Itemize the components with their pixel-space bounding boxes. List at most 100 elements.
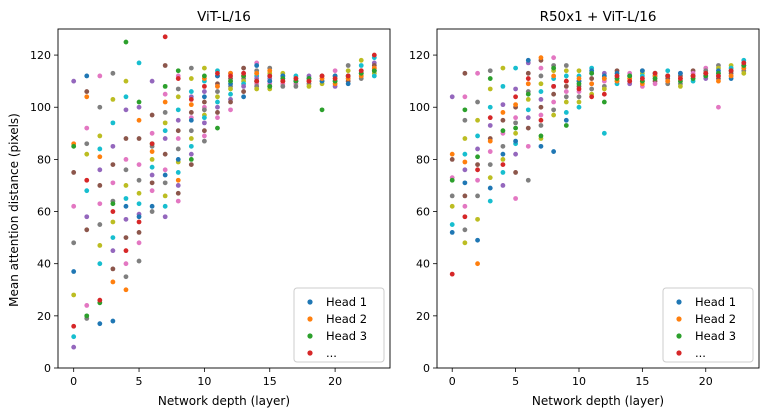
scatter-point-head-2 (475, 261, 480, 267)
scatter-point-other-head (551, 112, 557, 118)
scatter-point-other-head (716, 104, 721, 110)
scatter-point-other-head (162, 120, 168, 126)
scatter-point-other-head (175, 198, 181, 204)
scatter-point-other-head (462, 94, 468, 100)
scatter-point-head-4 (551, 83, 557, 89)
scatter-point-other-head (371, 73, 377, 79)
scatter-point-other-head (188, 65, 194, 71)
scatter-point-head-1 (563, 117, 569, 123)
scatter-point-other-head (110, 143, 116, 149)
scatter-point-other-head (500, 183, 506, 188)
scatter-point-head-3 (71, 143, 77, 149)
scatter-point-head-1 (71, 269, 77, 274)
scatter-point-other-head (84, 214, 90, 220)
scatter-point-other-head (563, 63, 569, 68)
scatter-point-other-head (589, 86, 595, 92)
scatter-point-head-1 (136, 214, 142, 220)
scatter-point-other-head (84, 151, 90, 157)
scatter-point-other-head (462, 136, 468, 141)
left-y-tick-label: 120 (30, 49, 51, 62)
scatter-point-other-head (475, 70, 480, 76)
scatter-point-head-4 (716, 73, 721, 79)
scatter-point-other-head (525, 115, 531, 121)
scatter-point-other-head (475, 99, 480, 105)
scatter-point-other-head (84, 227, 90, 233)
scatter-point-head-3 (576, 81, 582, 87)
scatter-point-other-head (201, 120, 207, 126)
scatter-point-head-1 (500, 151, 506, 157)
scatter-point-head-4 (162, 34, 168, 40)
scatter-point-other-head (741, 70, 747, 76)
scatter-point-other-head (513, 120, 518, 126)
scatter-point-head-3 (462, 107, 468, 113)
scatter-point-other-head (462, 203, 468, 209)
scatter-point-other-head (538, 73, 544, 79)
left-x-tick-label: 20 (328, 375, 342, 388)
scatter-point-head-2 (215, 83, 220, 89)
scatter-point-other-head (475, 117, 480, 123)
left-x-tick-label: 15 (263, 375, 277, 388)
scatter-point-other-head (188, 136, 194, 141)
scatter-point-head-4 (345, 73, 351, 79)
left-x-tick-label: 0 (70, 375, 77, 388)
scatter-point-head-3 (215, 125, 220, 131)
scatter-point-other-head (84, 125, 90, 131)
scatter-point-head-4 (110, 209, 116, 214)
scatter-point-other-head (462, 167, 468, 173)
scatter-point-head-1 (538, 143, 544, 149)
scatter-point-head-3 (589, 70, 595, 76)
scatter-point-other-head (162, 63, 168, 68)
left-axis-ticks: 0 5 10 15 20 0 20 40 60 80 100 120 (30, 49, 342, 388)
right-legend-label: Head 3 (695, 329, 736, 343)
scatter-point-other-head (84, 89, 90, 94)
right-x-tick-label: 10 (572, 375, 586, 388)
scatter-point-head-4 (449, 271, 455, 277)
scatter-point-other-head (110, 248, 116, 254)
scatter-point-head-4 (614, 73, 620, 79)
scatter-point-head-4 (728, 68, 734, 74)
right-legend-marker (676, 333, 682, 339)
scatter-point-other-head (123, 274, 129, 280)
left-y-tick-label: 60 (37, 206, 51, 219)
scatter-point-head-4 (319, 73, 325, 79)
scatter-point-other-head (538, 104, 544, 110)
scatter-point-head-4 (136, 219, 142, 225)
scatter-point-head-3 (228, 78, 233, 84)
scatter-point-other-head (215, 94, 220, 100)
left-legend-label: Head 2 (326, 312, 367, 326)
scatter-point-head-1 (241, 94, 247, 100)
scatter-point-other-head (500, 102, 506, 108)
scatter-point-head-4 (306, 78, 312, 84)
scatter-point-other-head (563, 99, 569, 105)
scatter-point-head-4 (228, 73, 233, 79)
scatter-point-head-3 (551, 65, 557, 71)
scatter-point-other-head (71, 170, 77, 175)
scatter-point-other-head (136, 162, 142, 168)
scatter-point-other-head (201, 138, 207, 144)
scatter-point-other-head (123, 167, 129, 173)
scatter-point-other-head (563, 83, 569, 89)
scatter-point-head-1 (175, 156, 181, 162)
left-plot-frame (57, 28, 391, 369)
scatter-point-other-head (576, 68, 582, 74)
left-legend-box (293, 287, 385, 363)
scatter-point-other-head (652, 81, 658, 87)
scatter-point-other-head (601, 130, 607, 136)
scatter-point-head-3 (538, 133, 544, 139)
scatter-point-other-head (513, 196, 518, 201)
scatter-point-head-3 (110, 201, 116, 207)
scatter-point-other-head (188, 89, 194, 94)
scatter-point-other-head (563, 68, 569, 74)
scatter-point-head-2 (513, 102, 518, 108)
scatter-point-other-head (136, 177, 142, 183)
scatter-point-head-1 (97, 321, 103, 327)
scatter-point-other-head (538, 81, 544, 87)
scatter-point-other-head (201, 99, 207, 105)
scatter-point-other-head (525, 107, 531, 113)
right-legend-marker (676, 350, 682, 356)
scatter-point-other-head (97, 73, 103, 79)
right-legend-marker (676, 299, 682, 305)
scatter-point-other-head (563, 73, 569, 79)
scatter-point-head-4 (703, 70, 709, 76)
